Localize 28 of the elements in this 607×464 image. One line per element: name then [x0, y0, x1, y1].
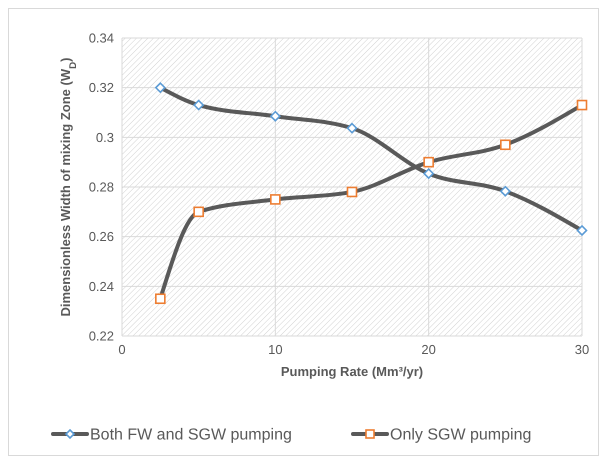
x-tick-label: 10: [268, 342, 283, 357]
point: [423, 168, 434, 179]
x-tick-label: 0: [118, 342, 126, 357]
point: [576, 100, 588, 110]
legend-label: Only SGW pumping: [390, 426, 532, 444]
point: [346, 122, 358, 134]
x-tick-label: 30: [574, 342, 590, 357]
x-axis-title: Pumping Rate (Mm³/yr): [280, 364, 424, 379]
point: [155, 293, 166, 304]
point: [423, 156, 434, 168]
point: [193, 206, 204, 218]
y-tick-label: 0.3: [96, 130, 114, 145]
legend-label: Both FW and SGW pumping: [90, 426, 292, 444]
y-tick-label: 0.28: [88, 180, 114, 195]
x-tick-label: 20: [421, 342, 436, 357]
y-tick-label: 0.22: [88, 328, 114, 344]
point: [346, 186, 358, 198]
point: [500, 139, 511, 150]
y-tick-label: 0.32: [88, 80, 114, 96]
point: [270, 110, 281, 122]
point: [155, 82, 166, 93]
point: [576, 225, 588, 236]
point: [193, 100, 204, 110]
y-tick-label: 0.34: [88, 30, 114, 46]
point: [500, 186, 511, 197]
y-tick-label: 0.24: [88, 278, 114, 294]
y-tick-label: 0.26: [88, 229, 114, 244]
point: [270, 194, 281, 205]
